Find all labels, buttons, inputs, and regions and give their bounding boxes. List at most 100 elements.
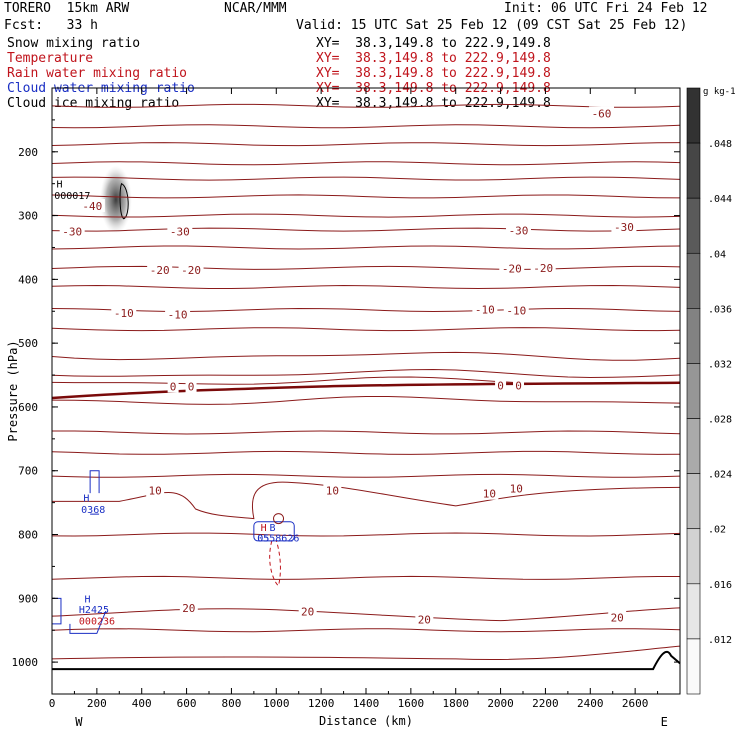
temperature-label: 10 <box>149 485 162 498</box>
colorbar-tick-label: .044 <box>708 194 732 205</box>
isotherm <box>51 245 681 250</box>
x-tick-label: 1000 <box>263 697 290 710</box>
label-bg <box>480 486 499 500</box>
isotherm <box>51 628 681 633</box>
x-tick-label: 2200 <box>532 697 559 710</box>
colorbar-cell <box>686 197 701 254</box>
colorbar-cell <box>686 418 701 474</box>
label-bg <box>79 199 105 213</box>
temperature-label: 0 <box>188 381 195 394</box>
x-tick-label: 1400 <box>353 697 380 710</box>
isotherm <box>51 194 681 199</box>
max-label: H <box>83 494 89 505</box>
label-bg <box>589 106 614 120</box>
field-label: Temperature <box>7 51 94 66</box>
max-label: 0368 <box>81 505 105 516</box>
colorbar-cell <box>686 473 701 530</box>
isotherm <box>51 532 681 537</box>
y-tick-label: 700 <box>18 465 38 478</box>
temperature-label: -20 <box>502 263 522 276</box>
max-label: 000236 <box>79 617 115 628</box>
init-time: Init: 06 UTC Fri 24 Feb 12 <box>504 1 708 16</box>
colorbar-cell <box>686 363 701 419</box>
isotherm <box>51 227 681 232</box>
label-bg <box>513 378 525 392</box>
isotherm <box>51 307 681 313</box>
temperature-label: -30 <box>170 226 190 239</box>
label-bg <box>146 483 165 497</box>
x-tick-label: 2000 <box>487 697 514 710</box>
label-bg <box>530 260 556 274</box>
label-bg <box>608 610 627 624</box>
temperature-label: -60 <box>592 108 612 121</box>
max-label: B <box>270 523 276 534</box>
temperature-label: 10 <box>510 483 523 496</box>
x-tick-label: 2400 <box>577 697 604 710</box>
temperature-label: -30 <box>62 226 82 239</box>
colorbar-tick-label: .036 <box>708 304 732 315</box>
isotherm <box>51 142 681 147</box>
y-tick-label: 1000 <box>12 656 39 669</box>
label-bg <box>147 262 173 276</box>
label-bg <box>298 604 317 618</box>
x-tick-label: 600 <box>177 697 197 710</box>
colorbar-tick-label: .024 <box>708 470 732 481</box>
isotherm <box>51 161 681 166</box>
y-tick-label: 200 <box>18 146 38 159</box>
max-label: H <box>85 594 91 605</box>
model-title: TORERO 15km ARW <box>4 1 130 16</box>
colorbar-tick-label: .032 <box>708 359 732 370</box>
field-xy: XY= 38.3,149.8 to 222.9,149.8 <box>316 66 551 81</box>
colorbar-cell <box>686 638 701 695</box>
valid-time: Valid: 15 UTC Sat 25 Feb 12 (09 CST Sat … <box>296 18 688 33</box>
temperature-label: 0 <box>515 379 522 392</box>
label-bg <box>507 481 526 495</box>
y-tick-label: 500 <box>18 337 38 350</box>
west-label: W <box>75 715 83 729</box>
temperature-label: 10 <box>326 485 339 498</box>
temperature-label: -10 <box>168 308 188 321</box>
temperature-label: -10 <box>506 305 526 318</box>
temperature-label: -40 <box>82 200 102 213</box>
colorbar-cell <box>686 528 701 585</box>
isotherm <box>51 473 681 478</box>
field-label: Snow mixing ratio <box>7 36 141 51</box>
label-bg <box>611 220 637 234</box>
label-bg <box>495 378 507 392</box>
isotherm <box>51 327 681 332</box>
x-tick-label: 1200 <box>308 697 335 710</box>
label-bg <box>185 379 197 393</box>
label-bg <box>506 223 532 237</box>
x-tick-label: 0 <box>49 697 56 710</box>
cloud-water-contour <box>89 470 100 515</box>
cloud-water-contour <box>253 521 295 542</box>
max-label: H2425 <box>79 605 109 616</box>
label-bg <box>179 600 198 614</box>
y-tick-label: 300 <box>18 210 38 223</box>
max-label: H <box>56 180 62 191</box>
temperature-label: -10 <box>114 307 134 320</box>
label-bg <box>165 307 191 321</box>
isotherm <box>51 103 681 108</box>
isotherm <box>51 284 681 290</box>
label-bg <box>499 261 525 275</box>
max-label: 000017 <box>54 191 90 202</box>
colorbar-cell <box>686 142 701 199</box>
field-label: Cloud water mixing ratio <box>7 81 195 96</box>
temperature-label: 20 <box>301 606 314 619</box>
label-bg <box>167 379 179 393</box>
isotherm <box>51 575 680 580</box>
temperature-label: 20 <box>182 602 195 615</box>
field-xy: XY= 38.3,149.8 to 222.9,149.8 <box>316 36 551 51</box>
isotherm <box>51 368 681 379</box>
colorbar-tick-label: .016 <box>708 580 732 591</box>
label-bg <box>111 306 137 320</box>
isotherm-20 <box>51 607 681 622</box>
label-bg <box>415 612 434 626</box>
terrain-line <box>52 650 681 671</box>
field-xy: XY= 38.3,149.8 to 222.9,149.8 <box>316 96 551 111</box>
colorbar-tick-label: .02 <box>708 525 726 536</box>
cloud-ice-contour <box>119 183 129 220</box>
isotherm <box>51 351 681 361</box>
